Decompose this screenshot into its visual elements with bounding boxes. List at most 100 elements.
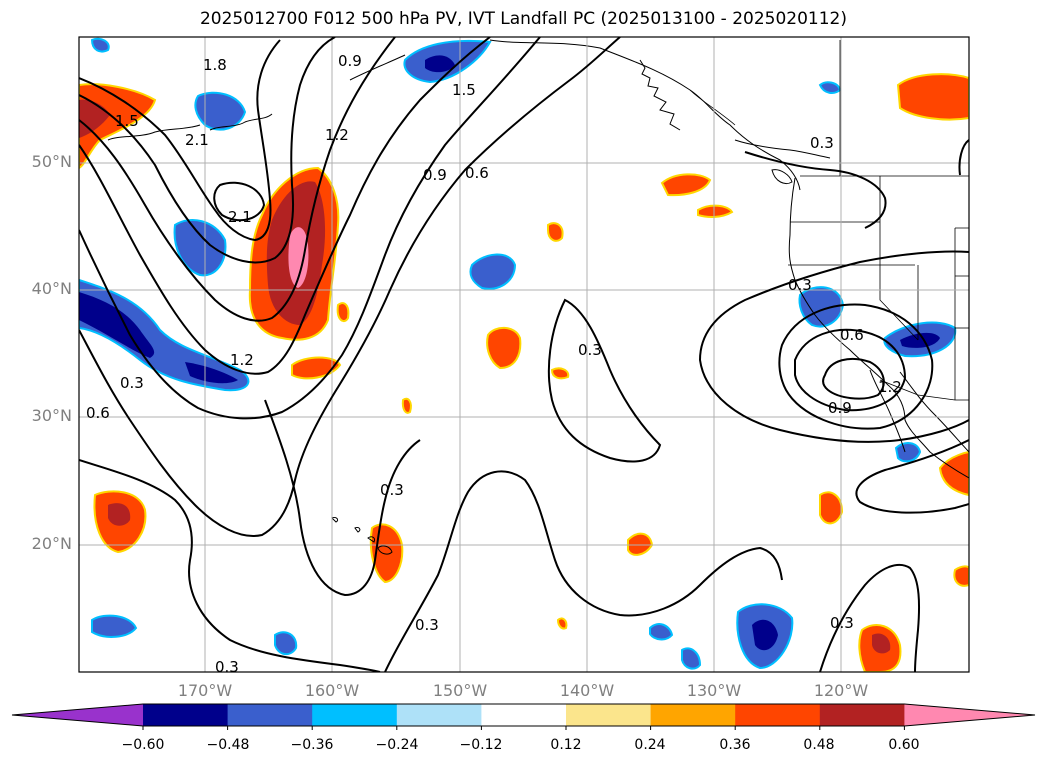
neg-blob-west-core2 [185, 362, 238, 384]
island-aleutian-1 [209, 113, 273, 131]
neg-blob-96 [90, 37, 110, 53]
neg-blob-south3 [274, 631, 298, 656]
pos-blob-small-38 [336, 302, 350, 323]
contour-0.3-bc [744, 151, 887, 229]
contour-label: 1.5 [115, 112, 139, 130]
pos-blob-33n [550, 367, 570, 380]
island-hawaii-4 [331, 517, 339, 523]
lon-label: 150°W [432, 681, 488, 700]
contour-label: 1.5 [452, 81, 476, 99]
pos-blob-small-29 [401, 397, 412, 414]
contour-label: 0.6 [465, 164, 489, 182]
border-wy [955, 227, 969, 277]
colorbar-segment [735, 704, 821, 726]
border-nv-ca [879, 265, 919, 341]
island-hawaii-2 [367, 536, 375, 543]
contour-trough-1 [79, 39, 281, 242]
neg-blob-170w [173, 219, 227, 277]
colorbar-tick-label: −0.60 [121, 737, 165, 753]
contour-0.3-se [819, 563, 921, 672]
lat-label: 50°N [31, 152, 72, 171]
contour-label: 1.2 [230, 351, 254, 369]
island-aleutian-2 [107, 124, 201, 141]
colorbar-tick-label: −0.36 [290, 737, 334, 753]
contour-label: 0.3 [380, 481, 404, 499]
border-alaska-bc [689, 89, 736, 126]
lat-label: 20°N [31, 534, 72, 553]
neg-blob-alaska-core [425, 55, 455, 73]
lat-label: 30°N [31, 406, 72, 425]
lon-label: 160°W [304, 681, 360, 700]
contour-label: 0.3 [578, 341, 602, 359]
island-hawaii-1 [377, 545, 393, 555]
lat-label: 40°N [31, 279, 72, 298]
colorbar-tick-label: −0.24 [375, 737, 419, 753]
contour-label: 0.3 [215, 658, 239, 676]
contour-label: 1.8 [203, 56, 227, 74]
contour-ridge-inner [213, 181, 266, 222]
pos-blob-south-core [872, 633, 891, 654]
contour-0.3-east [698, 250, 969, 443]
contour-label: 2.1 [185, 131, 209, 149]
neg-blob-south5 [649, 623, 674, 641]
contour-label: 0.6 [840, 326, 864, 344]
colorbar-tick-label: −0.48 [206, 737, 250, 753]
contour-0.3-hi [264, 399, 421, 597]
neg-blob-west-core [79, 292, 155, 358]
colorbar-segment [227, 704, 313, 726]
border-us-mexico [879, 379, 969, 401]
contour-label: 0.3 [830, 614, 854, 632]
colorbar-segment [650, 704, 736, 726]
contour-0.3-sw [79, 459, 381, 672]
colorbar [11, 703, 1036, 730]
contour-trough-6 [79, 37, 621, 537]
contour-label: 0.9 [423, 166, 447, 184]
coastline-east-bc [734, 139, 831, 159]
contour-loop-ca [822, 357, 885, 400]
contour-label: 1.2 [325, 126, 349, 144]
pos-blob-42n [547, 222, 564, 242]
colorbar-tick-label: 0.60 [888, 737, 920, 753]
colorbar-segment [312, 704, 398, 726]
colorbar-tick-label: 0.12 [550, 737, 582, 753]
neg-blob-baja [894, 442, 922, 463]
neg-blob-ca [798, 286, 845, 328]
lon-label: 170°W [177, 681, 233, 700]
contour-trough-5 [79, 37, 541, 420]
colorbar-tick-label: 0.24 [634, 737, 666, 753]
pos-blob-mexico [938, 450, 969, 497]
pos-blob-central [486, 326, 522, 370]
coastline-westcoast [788, 177, 969, 479]
neg-blob-west [79, 278, 250, 392]
contour-label: 2.1 [228, 208, 252, 226]
contour-label: 0.9 [828, 399, 852, 417]
colorbar-segment [819, 704, 905, 726]
island-aleutian-3 [349, 54, 406, 81]
pos-blob-ne [896, 73, 969, 121]
contour-trough-3 [79, 37, 396, 322]
neg-blob-south4 [681, 647, 702, 670]
contour-0.3-south [384, 470, 783, 672]
contour-label: 0.3 [788, 276, 812, 294]
figure-title: 2025012700 F012 500 hPa PV, IVT Landfall… [199, 9, 847, 29]
pos-blob-48n [697, 204, 734, 218]
colorbar-segment [481, 704, 567, 726]
neg-blob-south2 [91, 614, 138, 638]
colorbar-extend-low [12, 704, 143, 726]
contour-label: 0.3 [120, 374, 144, 392]
map-frame [78, 36, 970, 673]
contour-label: 0.6 [86, 404, 110, 422]
neg-blob-central [469, 253, 517, 290]
contour-trough-2 [79, 37, 336, 264]
pos-blob-15n [953, 565, 969, 587]
colorbar-tick-label: 0.36 [719, 737, 751, 753]
contour-0.6-mexico [855, 439, 969, 514]
coastline-bc-fjords [639, 59, 681, 131]
map-panel: 1.8 0.9 1.5 2.1 1.5 1.2 2.1 0.9 0.6 1.2 … [79, 37, 969, 676]
negative-anomaly-shading [79, 37, 957, 670]
contour-0.3-ne [958, 139, 969, 176]
contour-trough-4 [79, 37, 491, 375]
neg-blob-south1-core [752, 619, 778, 651]
contour-loop-ca-2 [794, 328, 907, 412]
pos-blob-50n [660, 173, 712, 197]
